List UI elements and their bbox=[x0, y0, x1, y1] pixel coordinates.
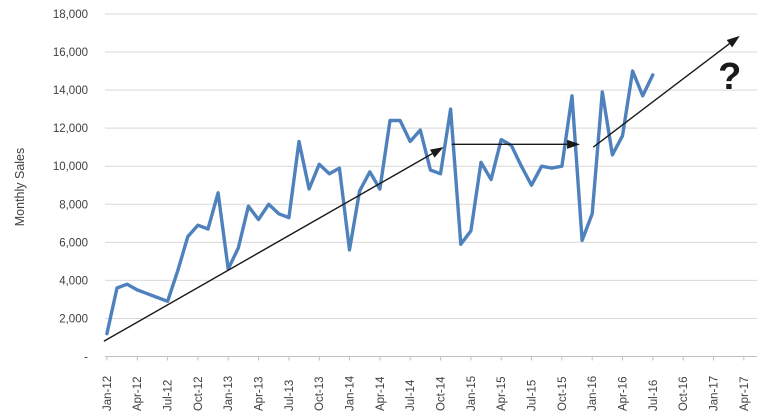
question-mark-text: ? bbox=[718, 56, 741, 98]
monthly-sales-line bbox=[105, 69, 655, 336]
x-tick-label: Oct-12 bbox=[193, 376, 205, 411]
x-tick-label: Apr-17 bbox=[739, 376, 751, 411]
x-axis bbox=[105, 356, 757, 361]
trend-arrow-future-head bbox=[726, 35, 740, 48]
y-tick-label: 4,000 bbox=[59, 275, 88, 287]
y-tick-label: 16,000 bbox=[53, 47, 88, 59]
x-tick-label: Jan-17 bbox=[709, 376, 721, 411]
sales-line-series bbox=[105, 69, 655, 336]
x-tick-label: Oct-13 bbox=[314, 376, 326, 411]
x-tick-label: Apr-16 bbox=[618, 376, 630, 411]
y-tick-label: 10,000 bbox=[53, 161, 88, 173]
trend-arrows bbox=[103, 35, 740, 342]
y-tick-label: - bbox=[84, 352, 88, 364]
y-tick-label: 2,000 bbox=[59, 313, 88, 325]
trend-arrow-future-shaft bbox=[592, 43, 730, 148]
y-tick-label: 8,000 bbox=[59, 199, 88, 211]
trend-arrow-past-head bbox=[429, 147, 444, 158]
x-tick-label: Jul-16 bbox=[648, 380, 660, 411]
x-tick-label: Apr-12 bbox=[132, 376, 144, 411]
y-axis-title: Monthly Sales bbox=[13, 148, 27, 227]
x-tick-label: Apr-14 bbox=[375, 376, 387, 411]
trend-arrow-past-shaft bbox=[103, 153, 433, 342]
y-tick-label: 14,000 bbox=[53, 85, 88, 97]
x-tick-label: Oct-16 bbox=[678, 376, 690, 411]
x-tick-label: Oct-14 bbox=[436, 376, 448, 411]
y-axis-title-text: Monthly Sales bbox=[13, 148, 27, 227]
question-mark-annotation: ? bbox=[718, 56, 741, 98]
x-tick-label: Jan-15 bbox=[466, 376, 478, 411]
x-tick-label: Jul-15 bbox=[527, 380, 539, 411]
y-tick-label: 12,000 bbox=[53, 123, 88, 135]
x-tick-label: Oct-15 bbox=[557, 376, 569, 411]
x-tick-label: Jan-13 bbox=[223, 376, 235, 411]
x-axis-labels: Jan-12 Apr-12 Jul-12 Oct-12 Jan-13 Apr-13 Jul-… bbox=[102, 375, 751, 411]
flat-arrow-plateau-head bbox=[567, 139, 581, 149]
x-tick-label: Jan-12 bbox=[102, 376, 114, 411]
y-tick-label: 6,000 bbox=[59, 237, 88, 249]
x-tick-label: Apr-13 bbox=[254, 376, 266, 411]
x-tick-label: Jan-16 bbox=[587, 376, 599, 411]
x-tick-label: Jul-14 bbox=[405, 379, 417, 411]
x-tick-label: Apr-15 bbox=[496, 376, 508, 411]
y-tick-label: 18,000 bbox=[53, 9, 88, 21]
x-tick-label: Jan-14 bbox=[345, 375, 357, 411]
y-axis-labels: - 2,000 4,000 6,000 8,000 10,000 12,000 14,000 1… bbox=[53, 9, 88, 364]
x-tick-label: Jul-12 bbox=[163, 380, 175, 411]
x-tick-label: Jul-13 bbox=[284, 380, 296, 411]
